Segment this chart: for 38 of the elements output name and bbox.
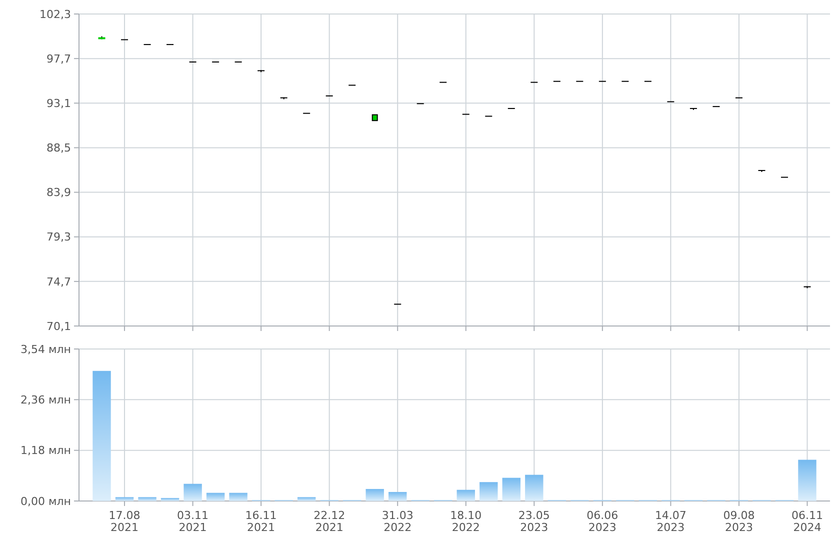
bar: [160, 498, 180, 501]
bar: [456, 490, 475, 501]
bar: [92, 370, 111, 501]
x-tick-label: 31.03 2022: [382, 509, 414, 534]
y-tick-label: 102,3: [40, 8, 71, 21]
y-tick-label: 97,7: [46, 52, 71, 66]
y-tick-label: 70,1: [46, 320, 71, 333]
y-tick-label: 74,7: [46, 275, 71, 288]
bar: [525, 474, 544, 501]
x-tick-label: 17.08 2021: [108, 509, 140, 534]
y-tick-label: 0,00 млн: [20, 494, 71, 508]
x-tick-label: 09.08 2023: [723, 509, 755, 534]
bar: [502, 478, 520, 501]
x-tick-label: 14.07 2023: [654, 509, 686, 534]
bar: [297, 497, 316, 501]
x-tick-label: 16.11 2021: [245, 509, 277, 534]
y-tick-label: 83,9: [46, 186, 71, 200]
bar: [184, 484, 202, 501]
y-tick-label: 88,5: [46, 142, 71, 155]
y-tick-label: 93,1: [46, 96, 71, 110]
x-tick-label: 23.05 2023: [518, 509, 550, 534]
bar: [366, 488, 384, 501]
x-tick-label: 06.11 2024: [791, 509, 823, 534]
x-tick-label: 03.11 2021: [177, 509, 209, 534]
y-tick-label: 1,18 млн: [20, 444, 71, 458]
x-tick-label: 18.10 2022: [450, 509, 482, 534]
bar: [206, 492, 225, 501]
y-tick-label: 79,3: [46, 230, 71, 244]
bar: [798, 460, 816, 501]
x-tick-label: 22.12 2021: [314, 509, 346, 534]
bar: [388, 492, 407, 501]
x-tick-label: 06.06 2023: [586, 509, 618, 534]
bar: [138, 497, 156, 501]
y-tick-label: 3,54 млн: [20, 342, 71, 356]
bar: [480, 482, 498, 501]
bar: [115, 497, 134, 501]
y-tick-label: 2,36 млн: [20, 394, 71, 407]
bar: [229, 492, 248, 501]
